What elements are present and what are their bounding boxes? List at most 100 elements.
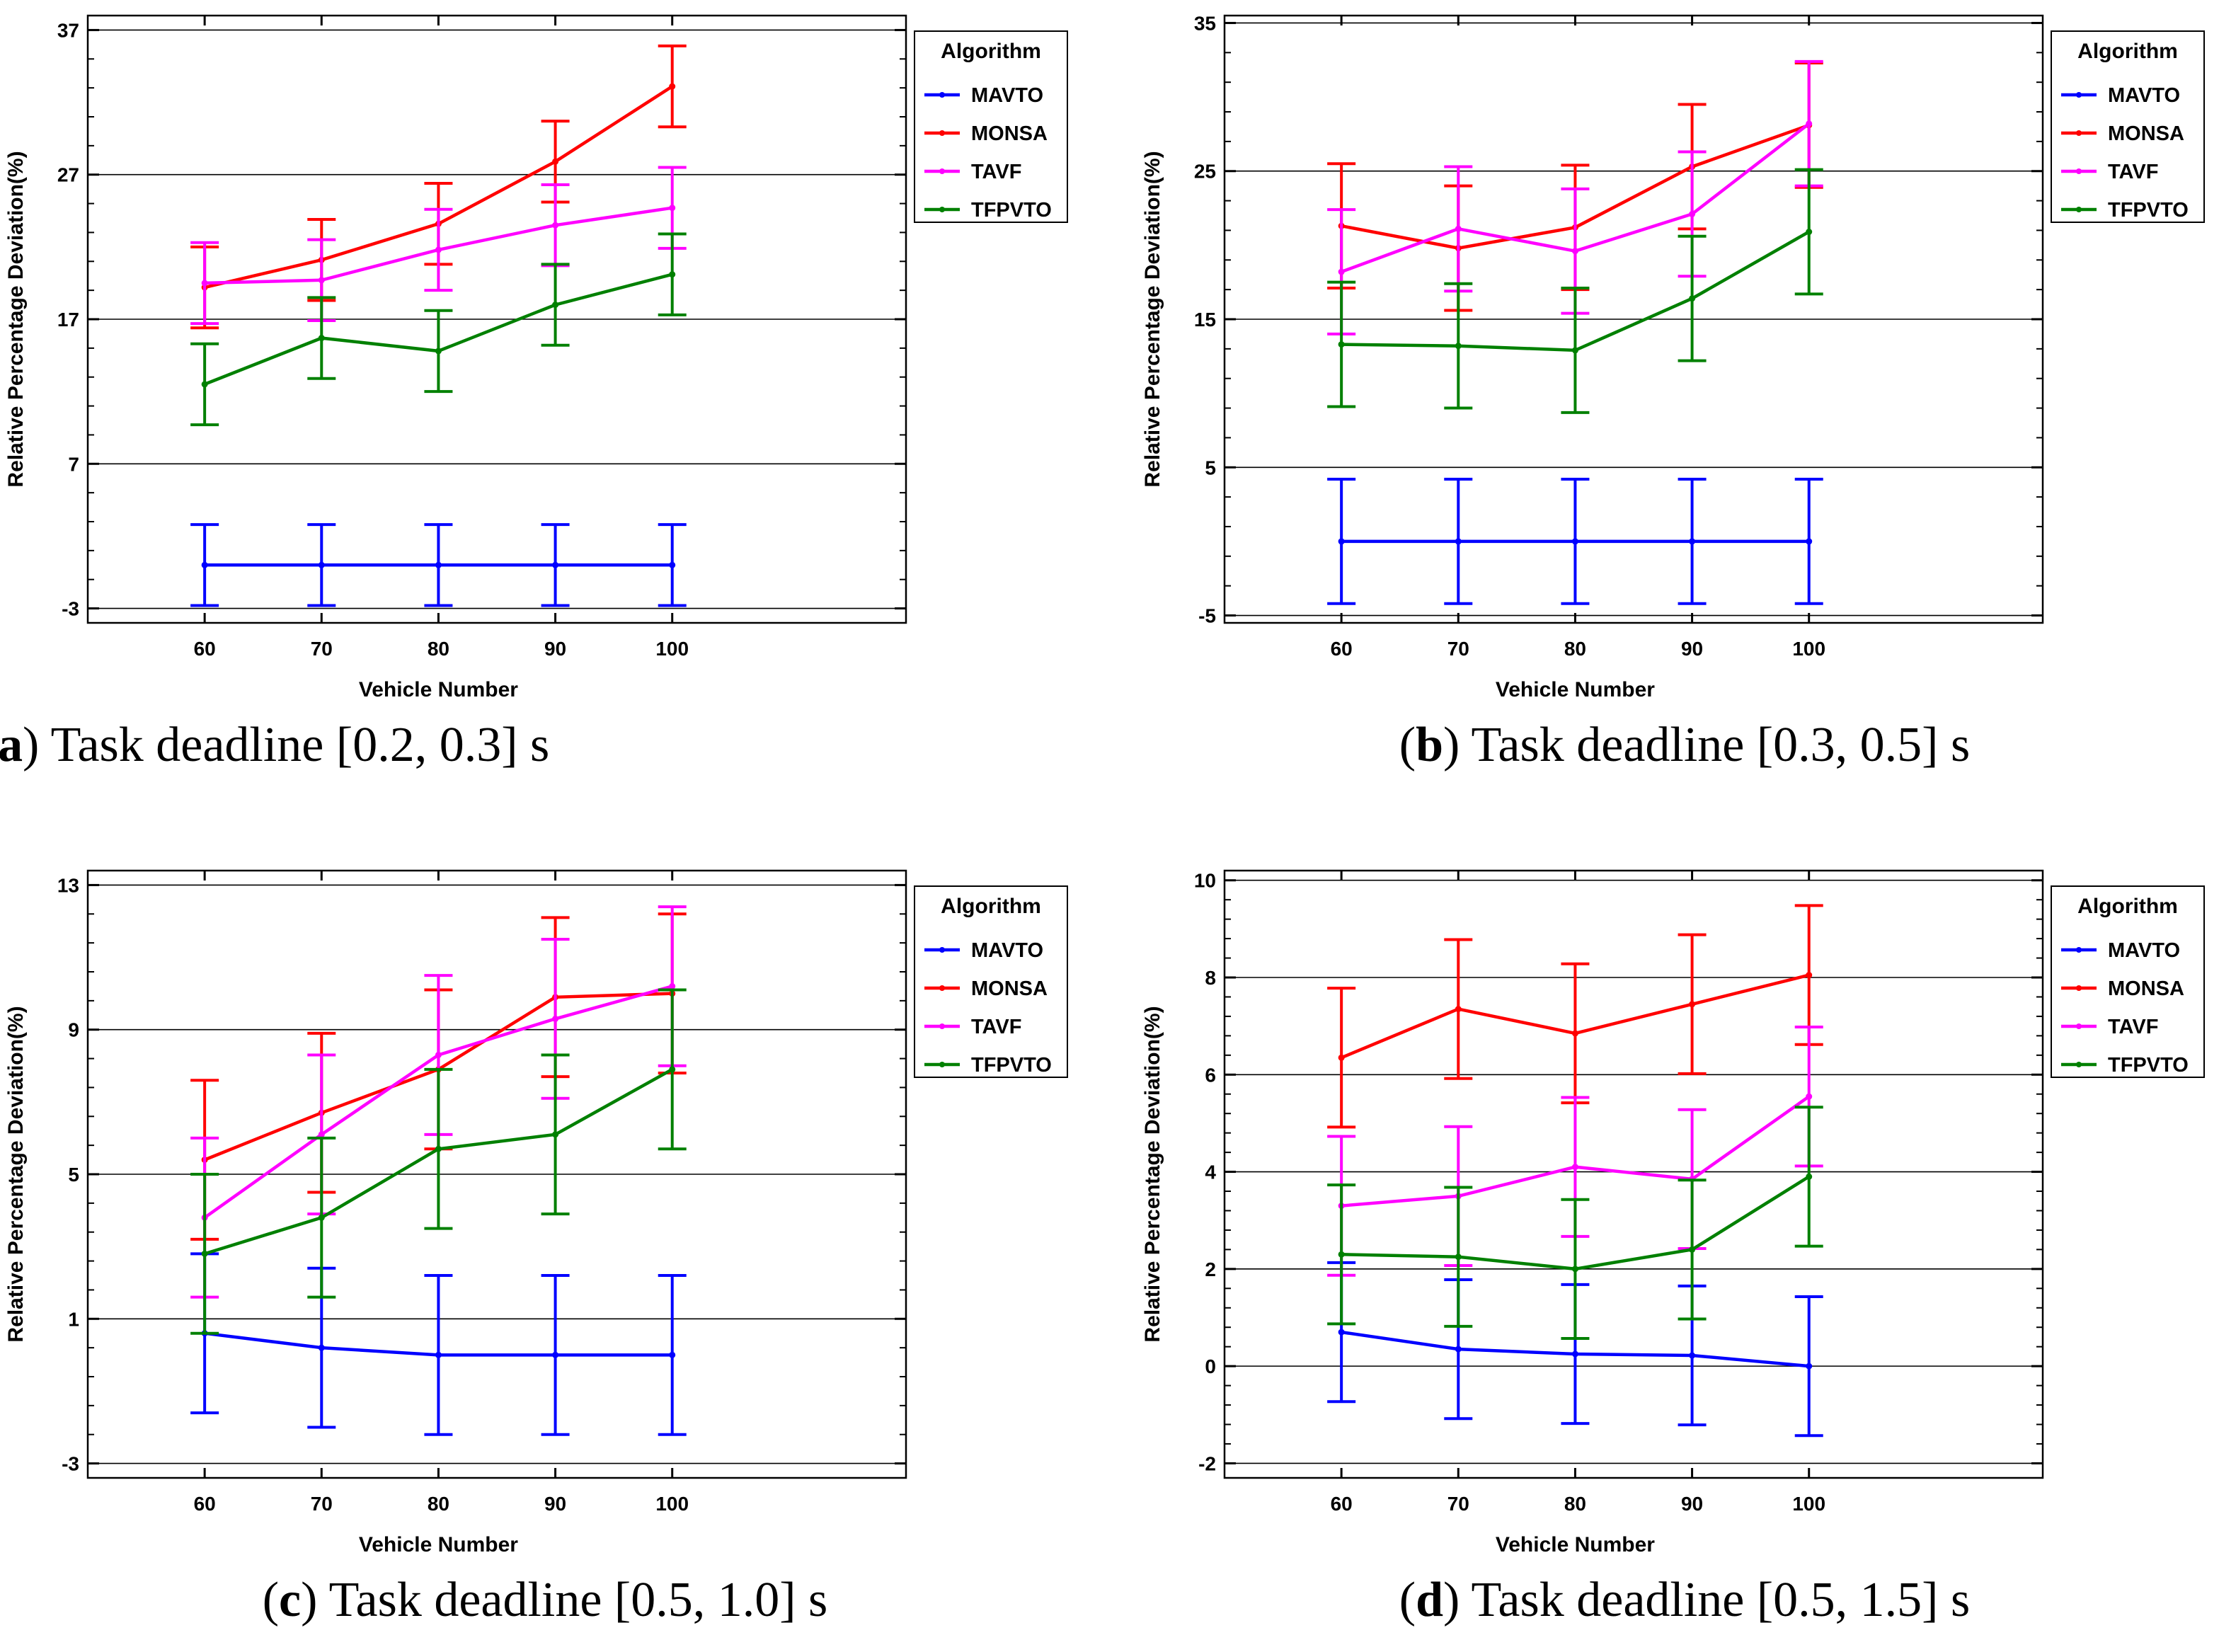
x-tick-label: 70 xyxy=(1447,638,1469,660)
legend-marker-MONSA xyxy=(939,130,945,136)
y-axis-label: Relative Percentage Deviation(%) xyxy=(1141,1006,1164,1342)
series-MONSA xyxy=(1327,904,1823,1129)
x-tick-label: 80 xyxy=(428,1493,449,1515)
data-point-TFPVTO xyxy=(1338,1251,1345,1258)
y-tick-label: 15 xyxy=(1194,309,1216,331)
data-point-MONSA xyxy=(1689,1001,1696,1008)
legend-marker-TAVF xyxy=(939,168,945,174)
legend-label-TFPVTO: TFPVTO xyxy=(971,1054,1052,1077)
x-tick-label: 90 xyxy=(544,1493,566,1515)
data-point-TFPVTO xyxy=(201,381,208,388)
legend-label-TFPVTO: TFPVTO xyxy=(2108,1054,2189,1077)
data-point-TFPVTO xyxy=(1806,229,1813,236)
x-tick-label: 60 xyxy=(194,638,216,660)
legend-label-MAVTO: MAVTO xyxy=(971,939,1043,962)
legend-marker-TFPVTO xyxy=(2076,1062,2082,1067)
data-point-TAVF xyxy=(318,277,325,284)
y-tick-label: 7 xyxy=(68,453,79,475)
legend-marker-MAVTO xyxy=(939,947,945,953)
series-TFPVTO xyxy=(190,988,687,1335)
data-point-MAVTO xyxy=(1689,1352,1696,1359)
data-point-TAVF xyxy=(1571,1164,1578,1171)
y-axis-label: Relative Percentage Deviation(%) xyxy=(4,1006,28,1342)
legend-box xyxy=(914,885,1068,1078)
caption-paren-open: ( xyxy=(1399,1573,1416,1627)
y-tick-label: 27 xyxy=(57,164,79,186)
data-point-TAVF xyxy=(318,1131,325,1138)
legend-marker-TAVF xyxy=(2076,168,2082,174)
data-point-MAVTO xyxy=(318,561,325,568)
caption-text: ) Task deadline [0.3, 0.5] s xyxy=(1443,718,1970,772)
data-point-TFPVTO xyxy=(435,1145,442,1152)
chart-panel-d: -2 0 2 4 6 8 10 60 70 80 90 100 Vehicle Number Relati… xyxy=(1141,870,2205,1627)
caption-text: ) Task deadline [0.5, 1.5] s xyxy=(1443,1573,1970,1627)
data-point-TFPVTO xyxy=(552,302,559,309)
x-tick-label: 80 xyxy=(1564,638,1586,660)
data-point-MAVTO xyxy=(1689,538,1696,545)
series-TFPVTO xyxy=(1327,168,1823,414)
legend-box xyxy=(2051,30,2205,223)
y-tick-label: 37 xyxy=(57,19,79,41)
panel-caption: (c) Task deadline [0.5, 1.0] s xyxy=(263,1573,828,1627)
x-tick-label: 100 xyxy=(1792,1493,1825,1515)
caption-paren-open: ( xyxy=(263,1573,279,1627)
plot-frame xyxy=(1223,14,2044,624)
y-tick-label: -5 xyxy=(1198,605,1216,627)
plot-frame xyxy=(86,869,907,1479)
data-point-MAVTO xyxy=(435,1351,442,1358)
legend-marker-TFPVTO xyxy=(939,207,945,212)
data-point-TFPVTO xyxy=(318,335,325,342)
x-axis-label: Vehicle Number xyxy=(359,1533,518,1556)
legend-marker-MONSA xyxy=(939,985,945,991)
x-tick-label: 60 xyxy=(1331,638,1353,660)
data-point-TAVF xyxy=(1806,1093,1813,1100)
legend-marker-MAVTO xyxy=(939,92,945,98)
data-point-TFPVTO xyxy=(1455,343,1462,350)
data-point-TFPVTO xyxy=(435,348,442,355)
data-point-TAVF xyxy=(201,280,208,287)
y-tick-label: 5 xyxy=(68,1164,79,1186)
legend-marker-MAVTO xyxy=(2076,947,2082,953)
x-tick-label: 70 xyxy=(311,1493,333,1515)
legend: Algorithm MAVTO MONSA TAVF TFPVTO xyxy=(2051,30,2205,223)
series-TFPVTO xyxy=(190,232,687,427)
data-point-MAVTO xyxy=(318,1344,325,1351)
legend-label-MONSA: MONSA xyxy=(971,977,1048,1000)
data-point-TFPVTO xyxy=(1571,1266,1578,1273)
data-point-TAVF xyxy=(1338,268,1345,275)
data-point-TAVF xyxy=(435,1051,442,1058)
legend-marker-MONSA xyxy=(2076,985,2082,991)
legend-label-MONSA: MONSA xyxy=(2108,122,2184,145)
caption-letter: d xyxy=(1416,1573,1443,1627)
data-point-MONSA xyxy=(552,158,559,165)
x-tick-label: 100 xyxy=(655,638,689,660)
data-point-TFPVTO xyxy=(1338,341,1345,348)
y-tick-label: -3 xyxy=(62,598,79,620)
legend-box xyxy=(914,30,1068,223)
legend-label-TAVF: TAVF xyxy=(2108,161,2158,183)
x-tick-label: 80 xyxy=(428,638,449,660)
x-tick-label: 80 xyxy=(1564,1493,1586,1515)
legend-label-TAVF: TAVF xyxy=(2108,1016,2158,1038)
chart-panel-c: -3 1 5 9 13 60 70 80 90 100 Vehicle Number Relative… xyxy=(4,869,1068,1627)
series-MAVTO xyxy=(1327,1261,1823,1438)
caption-letter: a xyxy=(0,718,23,772)
y-tick-label: 5 xyxy=(1205,457,1216,478)
panel-caption: (b) Task deadline [0.3, 0.5] s xyxy=(1399,718,1970,772)
caption-letter: c xyxy=(279,1573,301,1627)
x-tick-label: 70 xyxy=(1447,1493,1469,1515)
legend: Algorithm MAVTO MONSA TAVF TFPVTO xyxy=(2051,885,2205,1078)
legend-title: Algorithm xyxy=(941,40,1041,63)
legend: Algorithm MAVTO MONSA TAVF TFPVTO xyxy=(914,30,1068,223)
y-tick-label: 25 xyxy=(1194,161,1216,183)
panel-caption: (a) Task deadline [0.2, 0.3] s xyxy=(0,718,549,772)
x-axis-label: Vehicle Number xyxy=(1496,1533,1655,1556)
data-point-TAVF xyxy=(669,205,676,212)
data-point-MAVTO xyxy=(552,1351,559,1358)
data-point-MONSA xyxy=(1571,1030,1578,1037)
x-tick-label: 60 xyxy=(194,1493,216,1515)
data-point-MONSA xyxy=(1806,972,1813,979)
data-point-TAVF xyxy=(1806,120,1813,127)
data-point-TAVF xyxy=(552,1015,559,1022)
